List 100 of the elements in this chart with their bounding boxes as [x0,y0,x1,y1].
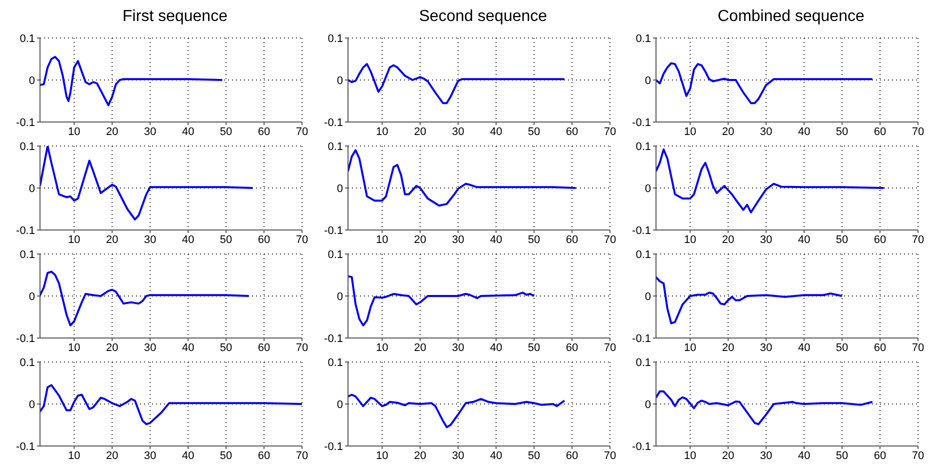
y-tick-label: -0.1 [16,224,35,237]
x-tick-label: 60 [566,234,578,246]
x-tick-label: 10 [684,450,696,462]
x-tick-label: 40 [798,450,810,462]
x-tick-label: 60 [566,450,578,462]
x-tick-label: 70 [604,234,616,246]
y-tick-label: -0.1 [324,116,343,129]
y-tick-label: 0.1 [328,356,343,369]
x-tick-label: 40 [490,342,502,354]
x-tick-label: 50 [836,126,848,138]
y-tick-label: 0 [336,74,343,87]
y-tick-label: -0.1 [324,332,343,345]
y-tick-label: 0.1 [20,140,35,153]
line-series [348,63,566,104]
x-tick-label: 40 [182,234,194,246]
x-tick-label: 20 [106,126,118,138]
x-tick-label: 70 [296,450,308,462]
y-tick-label: -0.1 [16,116,35,129]
x-tick-label: 10 [68,342,80,354]
x-tick-label: 40 [798,234,810,246]
x-tick-label: 20 [414,234,426,246]
y-tick-label: 0.1 [20,248,35,261]
y-tick-label: -0.1 [632,224,651,237]
y-tick-label: -0.1 [632,440,651,453]
y-tick-label: 0.1 [20,32,35,45]
y-tick-label: 0.1 [636,356,651,369]
chart-title: First sequence [122,8,228,26]
y-tick-label: 0 [28,290,35,303]
chart-title: Second sequence [418,8,548,26]
x-tick-label: 40 [490,126,502,138]
x-tick-label: 30 [452,234,464,246]
x-tick-label: 10 [376,234,388,246]
x-tick-label: 20 [722,450,734,462]
x-tick-label: 50 [220,450,232,462]
y-tick-label: -0.1 [324,224,343,237]
x-tick-label: 20 [722,126,734,138]
x-tick-label: 20 [106,450,118,462]
x-tick-label: 50 [836,234,848,246]
x-tick-label: 20 [414,450,426,462]
x-tick-label: 60 [258,342,270,354]
x-tick-label: 40 [490,450,502,462]
line-series [656,390,874,426]
line-series [348,275,536,326]
y-tick-label: 0 [644,290,651,303]
y-tick-label: 0.1 [20,356,35,369]
x-tick-label: 30 [144,342,156,354]
y-tick-label: 0 [28,74,35,87]
x-tick-label: 10 [376,342,388,354]
line-series [348,394,566,428]
x-tick-label: 50 [220,342,232,354]
x-tick-label: 70 [912,126,924,138]
y-tick-label: 0.1 [636,140,651,153]
y-tick-label: -0.1 [16,332,35,345]
x-tick-label: 60 [258,450,270,462]
x-tick-label: 10 [68,126,80,138]
x-tick-label: 50 [836,342,848,354]
x-tick-label: 50 [528,450,540,462]
x-tick-label: 50 [528,126,540,138]
x-tick-label: 30 [760,234,772,246]
y-tick-label: -0.1 [632,116,651,129]
x-tick-label: 50 [836,450,848,462]
y-tick-label: 0 [28,182,35,195]
x-tick-label: 50 [220,126,232,138]
x-tick-label: 10 [684,234,696,246]
y-tick-label: 0 [28,398,35,411]
x-tick-label: 10 [68,450,80,462]
y-tick-label: 0.1 [328,140,343,153]
x-tick-label: 40 [182,450,194,462]
x-tick-label: 40 [182,342,194,354]
y-tick-label: 0.1 [636,248,651,261]
x-tick-label: 30 [452,450,464,462]
line-series [656,148,885,214]
x-tick-label: 20 [414,342,426,354]
x-tick-label: 70 [912,450,924,462]
x-tick-label: 60 [258,234,270,246]
x-tick-label: 10 [68,234,80,246]
x-tick-label: 10 [684,342,696,354]
line-series [40,146,254,220]
y-tick-label: 0 [644,74,651,87]
y-tick-label: -0.1 [16,440,35,453]
x-tick-label: 30 [144,450,156,462]
y-tick-label: 0.1 [328,248,343,261]
x-tick-label: 60 [566,342,578,354]
line-series [656,276,844,324]
y-tick-label: 0.1 [328,32,343,45]
x-tick-label: 30 [760,450,772,462]
y-tick-label: -0.1 [632,332,651,345]
x-tick-label: 10 [376,450,388,462]
x-tick-label: 60 [874,126,886,138]
x-tick-label: 50 [528,342,540,354]
x-tick-label: 30 [452,126,464,138]
y-tick-label: 0 [644,398,651,411]
x-tick-label: 60 [258,126,270,138]
x-tick-label: 70 [296,234,308,246]
x-tick-label: 20 [722,234,734,246]
y-tick-label: 0 [336,290,343,303]
x-tick-label: 50 [528,234,540,246]
line-series [40,56,224,106]
x-tick-label: 70 [604,342,616,354]
x-tick-label: 50 [220,234,232,246]
